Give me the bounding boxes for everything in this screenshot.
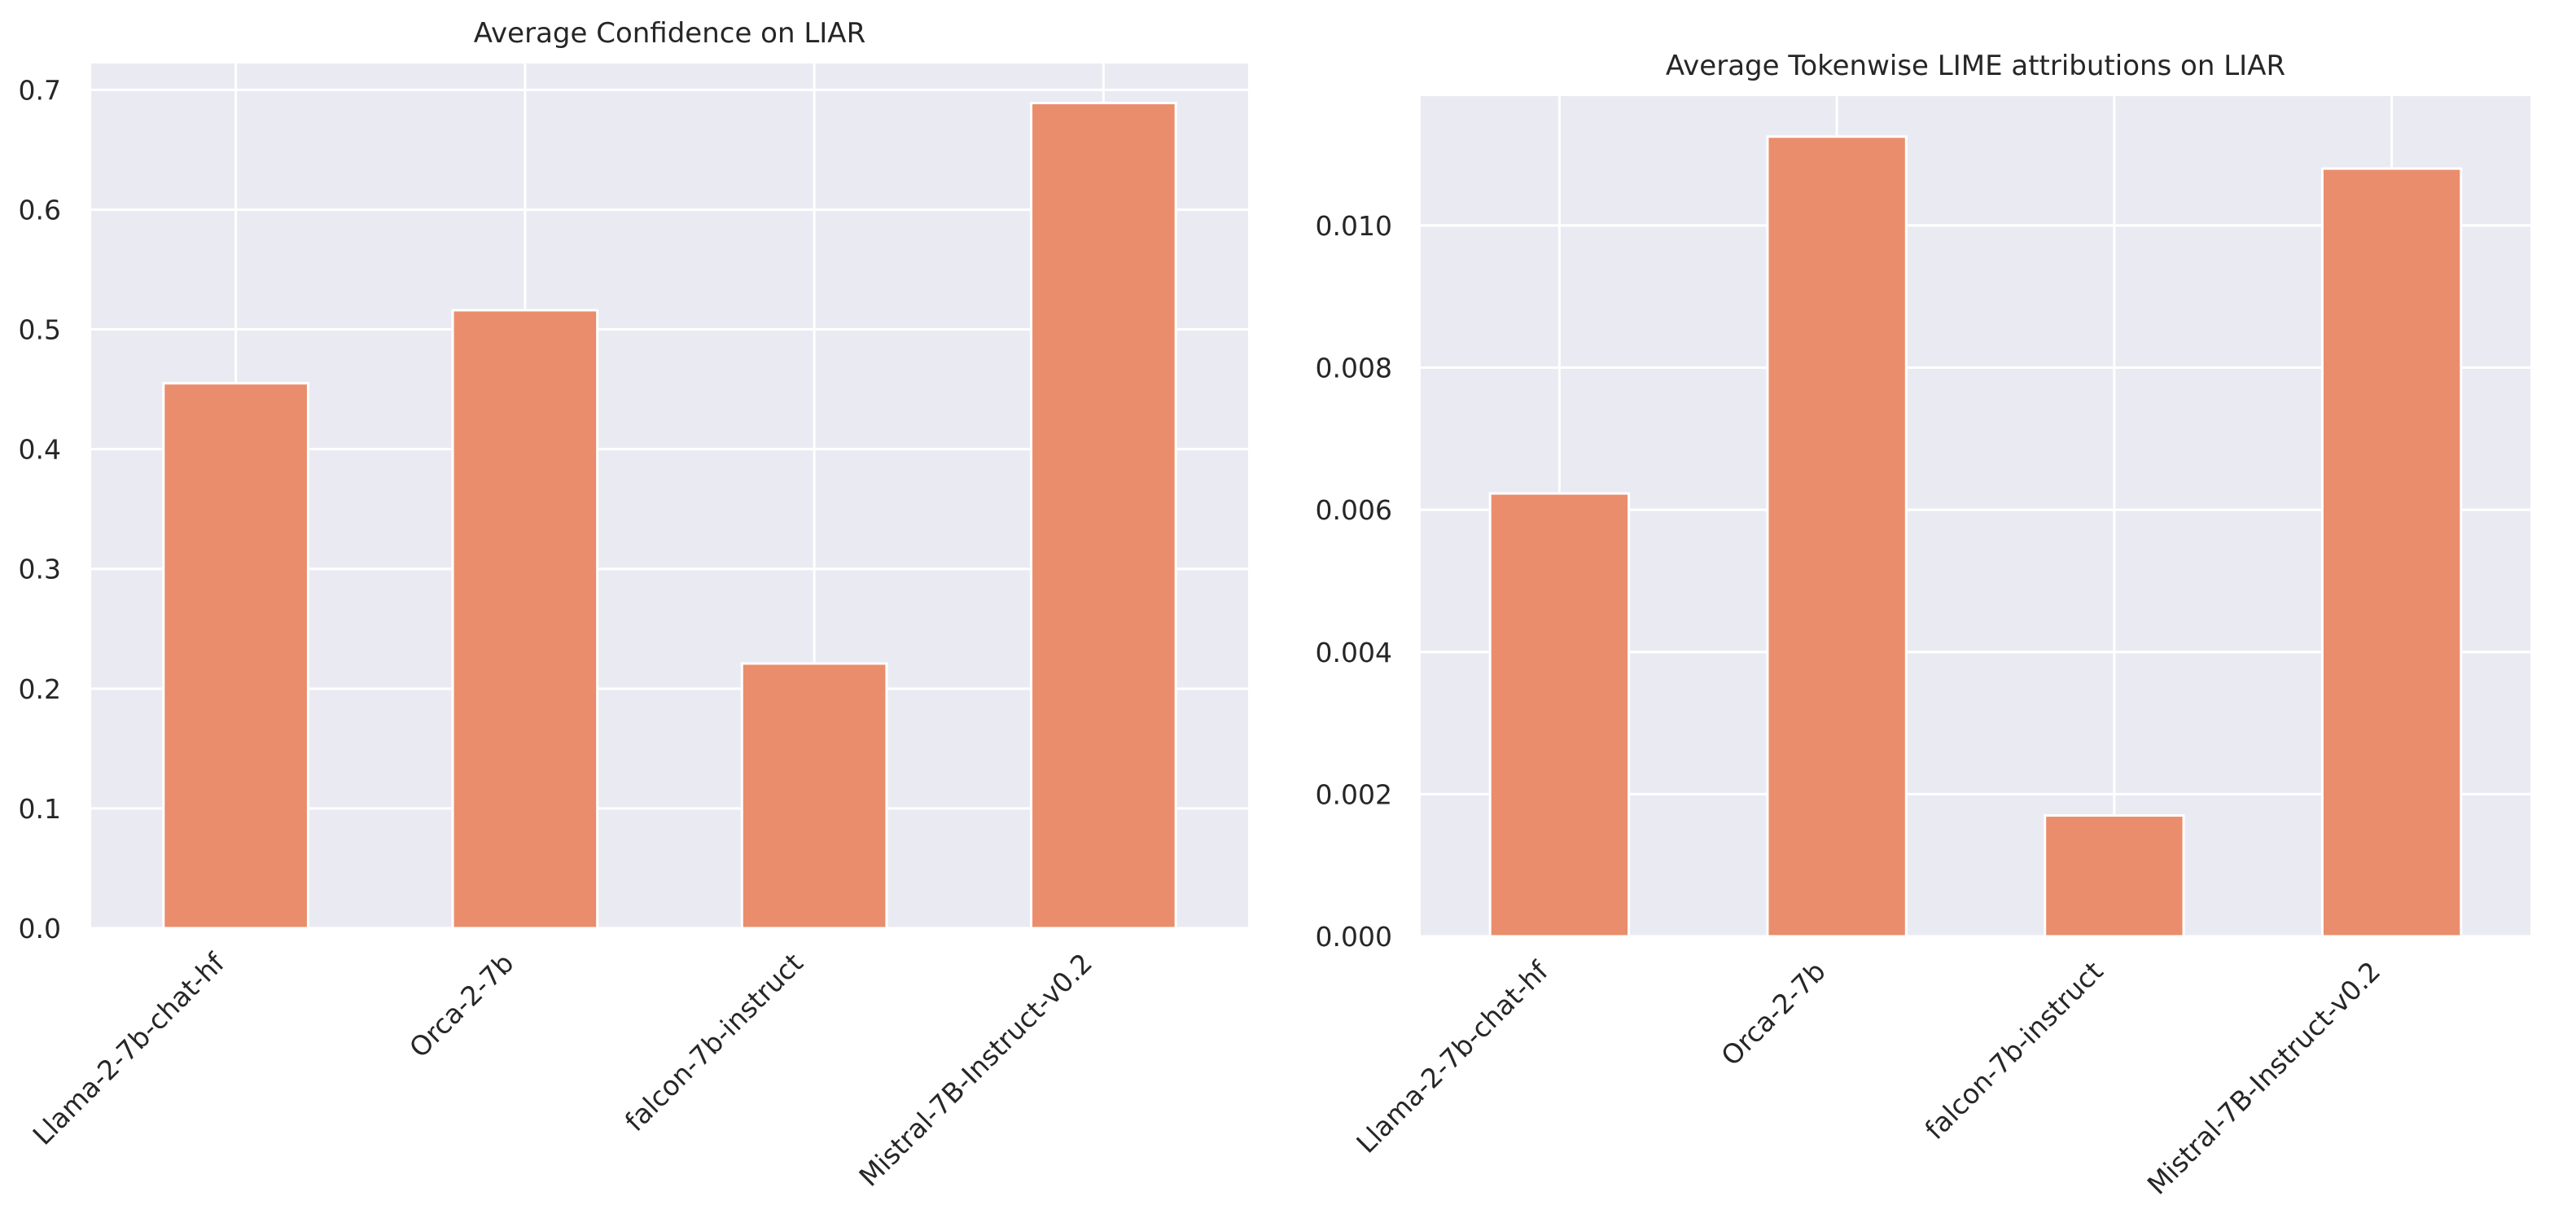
y-tick-label: 0.006 <box>1316 494 1392 526</box>
bar-falcon-7b-instruct <box>2044 814 2185 938</box>
bar-orca-2-7b <box>1766 135 1908 938</box>
y-tick-label: 0.002 <box>1316 778 1392 810</box>
x-tick-label: Llama-2-7b-chat-hf <box>1350 954 1555 1159</box>
y-tick-label: 0.010 <box>1316 210 1392 242</box>
bar-mistral-7b-instruct-v0-2 <box>1030 102 1177 930</box>
y-tick-label: 0.4 <box>19 434 61 466</box>
x-tick-label: Orca-2-7b <box>403 947 519 1063</box>
x-tick-label: falcon-7b-instruct <box>619 947 809 1137</box>
lime-attribution-chart: 0.000 0.002 0.004 0.006 0.008 0.010 Llama-2-7b… <box>1316 50 2530 1201</box>
chart-title: Average Confidence on LIAR <box>474 17 865 50</box>
y-tick-label: 0.2 <box>19 673 61 705</box>
y-tick-label: 0.3 <box>19 554 61 585</box>
y-tick-label: 0.0 <box>19 913 61 944</box>
bar-llama-2-7b-chat-hf <box>1488 492 1631 938</box>
x-tick-label: Mistral-7B-Instruct-v0.2 <box>2141 955 2387 1201</box>
y-tick-label: 0.1 <box>19 793 61 825</box>
bar-llama-2-7b-chat-hf <box>162 382 309 930</box>
bar-orca-2-7b <box>451 309 599 930</box>
chart-title: Average Tokenwise LIME attributions on L… <box>1666 50 2285 82</box>
x-tick-label: Mistral-7B-Instruct-v0.2 <box>852 947 1098 1193</box>
y-tick-label: 0.6 <box>19 194 61 226</box>
x-tick-label: Orca-2-7b <box>1715 955 1831 1071</box>
bar-mistral-7b-instruct-v0-2 <box>2320 167 2463 938</box>
y-tick-label: 0.5 <box>19 314 61 346</box>
bar-falcon-7b-instruct <box>740 662 888 930</box>
confidence-chart: 0.0 0.1 0.2 0.3 0.4 0.5 0.6 0.7 Llama-2-7b-chat-… <box>19 17 1248 1193</box>
y-tick-label: 0.000 <box>1316 921 1392 953</box>
y-tick-label: 0.004 <box>1316 637 1392 668</box>
x-tick-label: falcon-7b-instruct <box>1919 955 2109 1146</box>
y-tick-label: 0.7 <box>19 74 61 106</box>
x-tick-label: Llama-2-7b-chat-hf <box>27 946 232 1151</box>
y-tick-label: 0.008 <box>1316 353 1392 384</box>
